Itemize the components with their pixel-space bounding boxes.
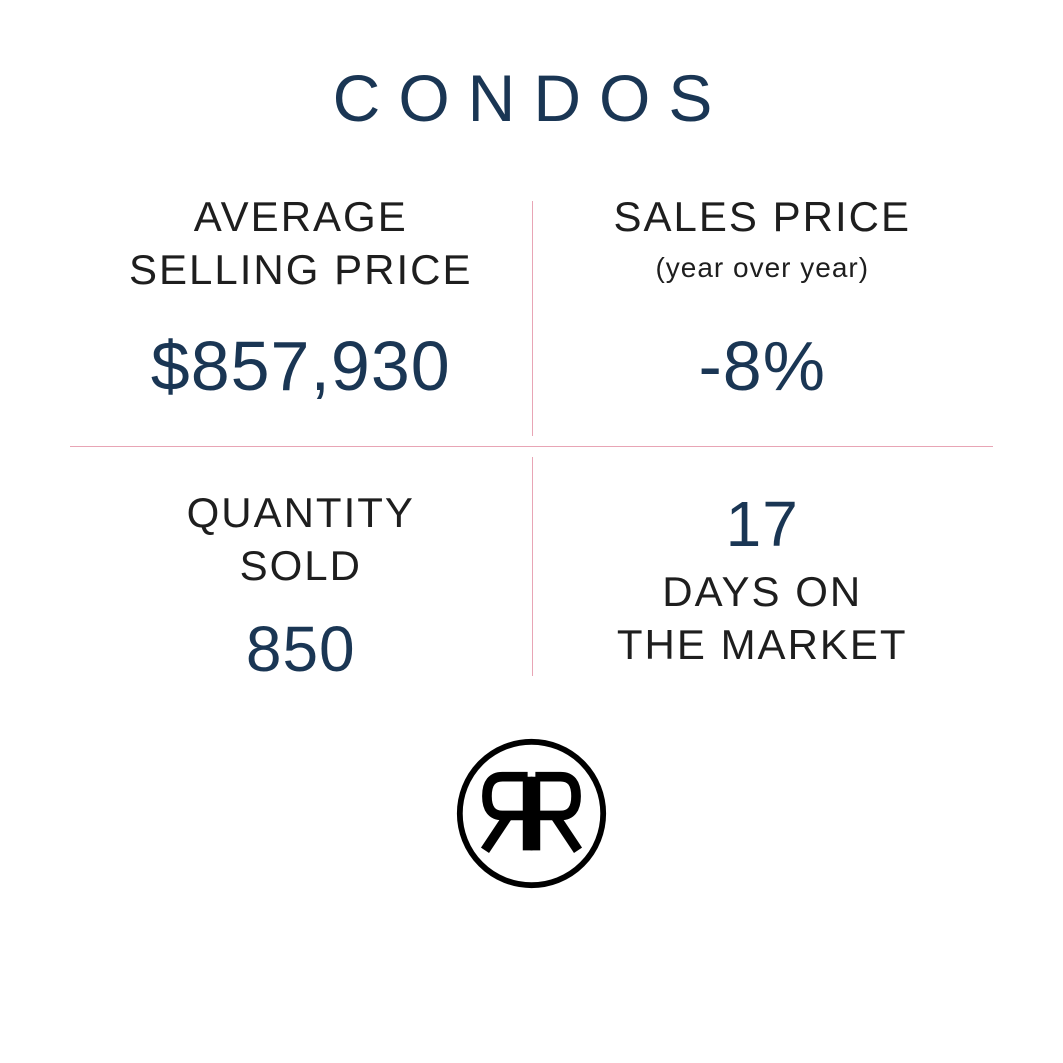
vertical-divider-bottom bbox=[532, 457, 533, 676]
stat-value: 850 bbox=[246, 612, 356, 686]
stat-label: QUANTITY SOLD bbox=[187, 487, 415, 592]
stat-label-line: DAYS ON bbox=[662, 568, 862, 615]
stat-label: DAYS ON THE MARKET bbox=[617, 566, 908, 671]
stat-label-line: SOLD bbox=[240, 542, 362, 589]
stat-label: AVERAGE SELLING PRICE bbox=[129, 191, 472, 296]
stat-avg-price: AVERAGE SELLING PRICE $857,930 bbox=[70, 191, 532, 406]
stat-days: 17 DAYS ON THE MARKET bbox=[532, 487, 994, 686]
vertical-divider-top bbox=[532, 201, 533, 436]
stats-row-bottom: QUANTITY SOLD 850 17 DAYS ON THE MARKET bbox=[70, 447, 993, 686]
stat-label-line: AVERAGE bbox=[194, 193, 408, 240]
rr-logo-icon bbox=[454, 736, 609, 891]
stat-label-line: THE MARKET bbox=[617, 621, 908, 668]
stat-sales-price: SALES PRICE (year over year) -8% bbox=[532, 191, 994, 406]
stats-row-top: AVERAGE SELLING PRICE $857,930 SALES PRI… bbox=[70, 191, 993, 446]
logo-container bbox=[70, 736, 993, 891]
stat-value: -8% bbox=[699, 326, 826, 406]
stat-value: $857,930 bbox=[151, 326, 451, 406]
stat-label: SALES PRICE bbox=[614, 191, 911, 244]
stat-label-line: SELLING PRICE bbox=[129, 246, 472, 293]
stat-quantity: QUANTITY SOLD 850 bbox=[70, 487, 532, 686]
stat-value: 17 bbox=[726, 487, 799, 561]
stat-label-line: QUANTITY bbox=[187, 489, 415, 536]
stats-grid: AVERAGE SELLING PRICE $857,930 SALES PRI… bbox=[70, 191, 993, 686]
page-title: CONDOS bbox=[333, 60, 731, 136]
stat-sublabel: (year over year) bbox=[655, 252, 869, 284]
